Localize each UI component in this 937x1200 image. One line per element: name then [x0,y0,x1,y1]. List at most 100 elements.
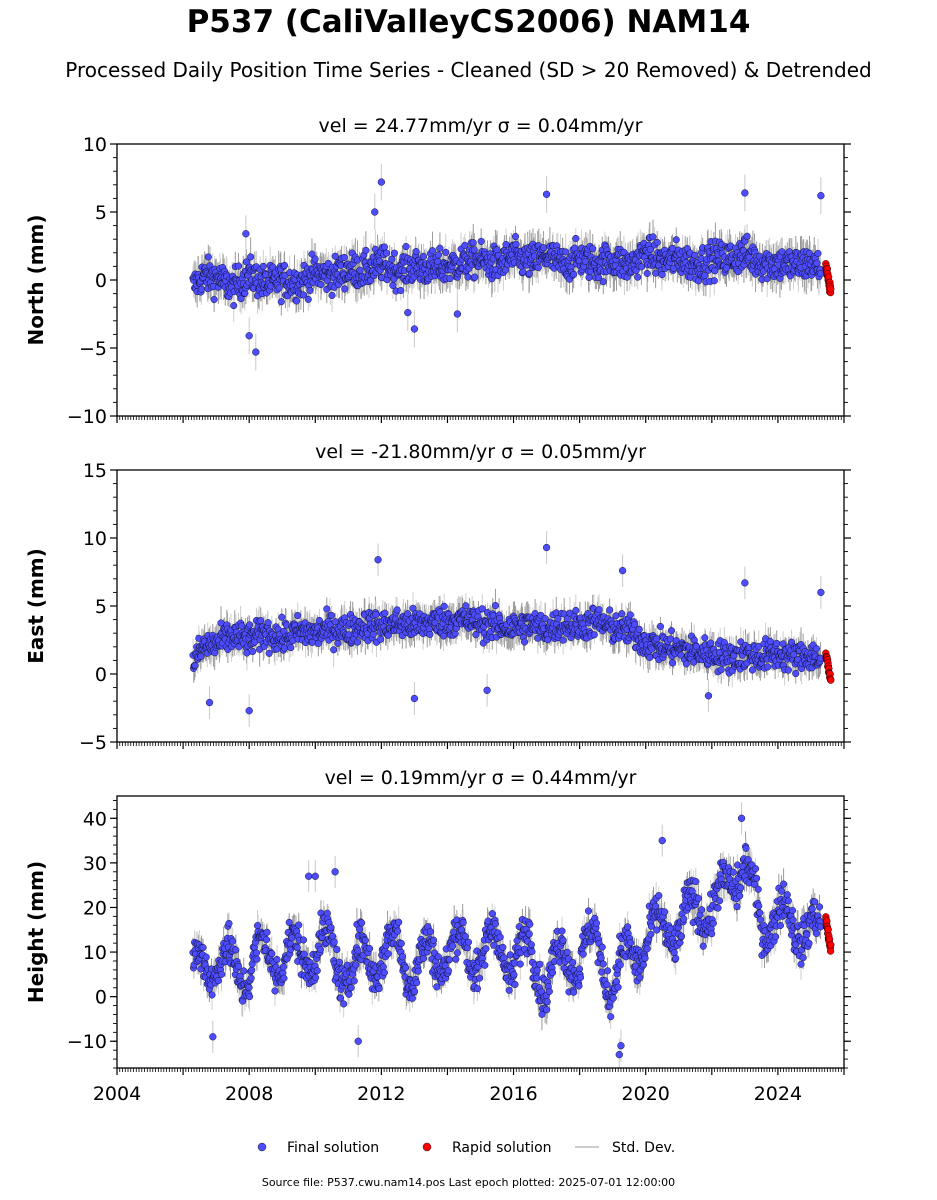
final-point [707,639,715,647]
outlier-point [410,325,419,333]
final-point [590,631,598,639]
final-point [243,649,251,657]
final-point [412,248,420,256]
final-point [388,255,396,263]
final-point [630,620,639,628]
figure-subtitle: Processed Daily Position Time Series - C… [65,58,872,82]
final-point [191,662,199,670]
final-point [275,284,283,292]
final-point [327,611,336,619]
final-solution-points [189,543,825,715]
final-point [462,602,470,610]
final-point [477,237,485,245]
final-point [287,644,295,652]
final-point [382,249,391,257]
final-point [667,627,676,635]
plot-area [189,163,835,371]
outlier-point [245,332,253,340]
final-point [446,274,454,283]
final-point [197,652,205,660]
panel-1: −10 −5 0 5 10 vel = 24.77mm/yr σ = 0.04mm/yr N… [24,115,851,428]
y-axis-label: North (mm) [24,214,48,345]
final-point [520,638,529,646]
final-point [436,244,444,252]
final-point [478,605,486,613]
final-point [691,251,699,259]
final-point [304,295,312,303]
final-point [331,252,339,260]
final-point [461,241,469,249]
final-point [572,606,580,615]
final-point [666,635,674,643]
final-point [511,233,520,241]
final-point [293,297,301,305]
final-point [278,613,286,621]
final-point [397,286,405,295]
final-point [353,638,361,646]
final-point [369,630,377,638]
final-point [570,270,578,278]
outlier-point [377,178,386,186]
final-point [294,611,302,620]
final-point [311,255,319,263]
final-point [701,634,709,642]
final-point [257,616,265,625]
final-point [402,242,410,251]
final-point [471,273,479,281]
final-point [635,625,643,633]
final-point [377,635,385,643]
final-point [656,622,664,630]
final-point [265,649,273,657]
final-point [541,615,549,623]
outlier-point [252,348,260,356]
final-point [259,262,267,270]
final-point [381,609,389,617]
final-point [426,630,434,638]
final-point [682,660,690,668]
final-point [419,252,428,261]
final-point [472,631,480,639]
final-point [813,259,821,267]
final-point [367,276,375,284]
final-point [711,267,719,275]
y-tick-label: 5 [95,202,107,224]
y-tick-label: −10 [67,406,107,428]
final-point [362,246,370,254]
final-point [534,634,542,642]
final-point [562,248,570,256]
final-point [238,622,246,630]
final-point [317,280,325,289]
final-point [672,236,680,244]
final-point [589,245,597,253]
final-point [694,277,703,285]
final-point [710,277,718,285]
final-point [534,263,542,272]
final-point [340,253,348,262]
final-point [559,636,567,644]
final-point [393,606,401,614]
final-point [502,241,510,249]
outlier-point [242,230,250,238]
final-point [637,263,645,271]
outlier-point [817,192,825,200]
final-point [315,616,323,625]
final-point [197,285,206,293]
final-point [717,666,725,674]
final-point [280,261,289,269]
final-point [390,249,398,257]
final-point [469,239,477,247]
final-point [237,295,245,303]
final-point [814,249,822,257]
final-point [314,639,322,648]
final-point [595,606,603,614]
final-point [242,258,250,266]
final-point [299,291,308,299]
final-point [626,611,634,619]
final-point [264,619,272,627]
outlier-point [453,310,462,318]
final-point [356,266,364,274]
final-point [464,273,472,281]
final-point [428,247,437,255]
y-tick-label: 10 [83,134,107,156]
